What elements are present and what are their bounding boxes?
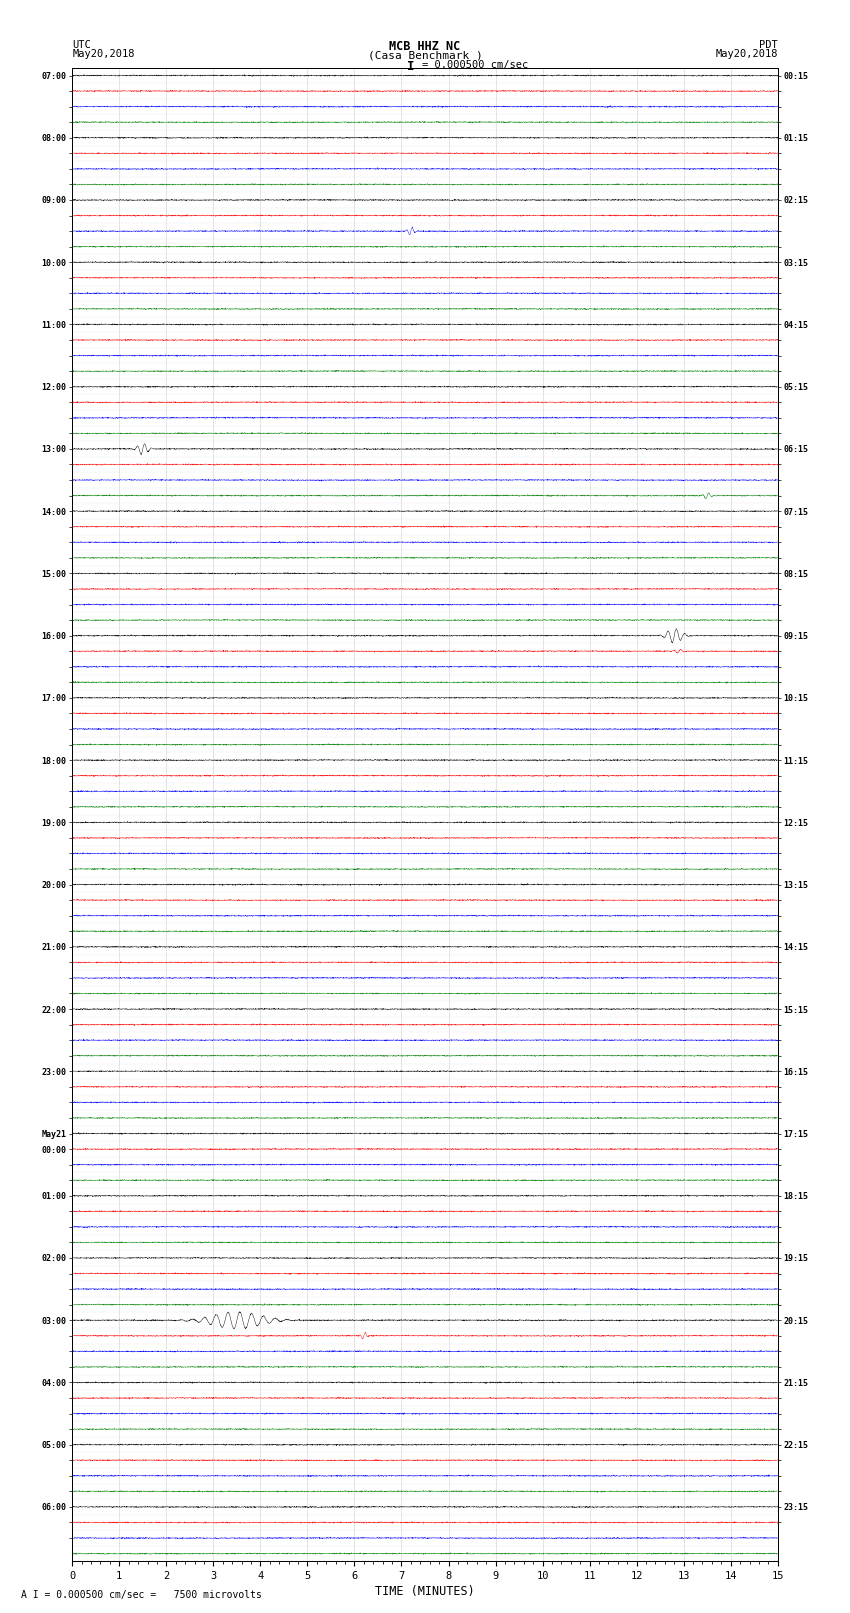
Text: MCB HHZ NC: MCB HHZ NC xyxy=(389,39,461,53)
X-axis label: TIME (MINUTES): TIME (MINUTES) xyxy=(375,1586,475,1598)
Text: UTC: UTC xyxy=(72,39,91,50)
Text: May20,2018: May20,2018 xyxy=(72,50,135,60)
Text: = 0.000500 cm/sec: = 0.000500 cm/sec xyxy=(422,60,529,69)
Text: I: I xyxy=(407,60,414,73)
Text: A I = 0.000500 cm/sec =   7500 microvolts: A I = 0.000500 cm/sec = 7500 microvolts xyxy=(21,1590,262,1600)
Text: May20,2018: May20,2018 xyxy=(715,50,778,60)
Text: (Casa Benchmark ): (Casa Benchmark ) xyxy=(367,50,483,60)
Text: PDT: PDT xyxy=(759,39,778,50)
